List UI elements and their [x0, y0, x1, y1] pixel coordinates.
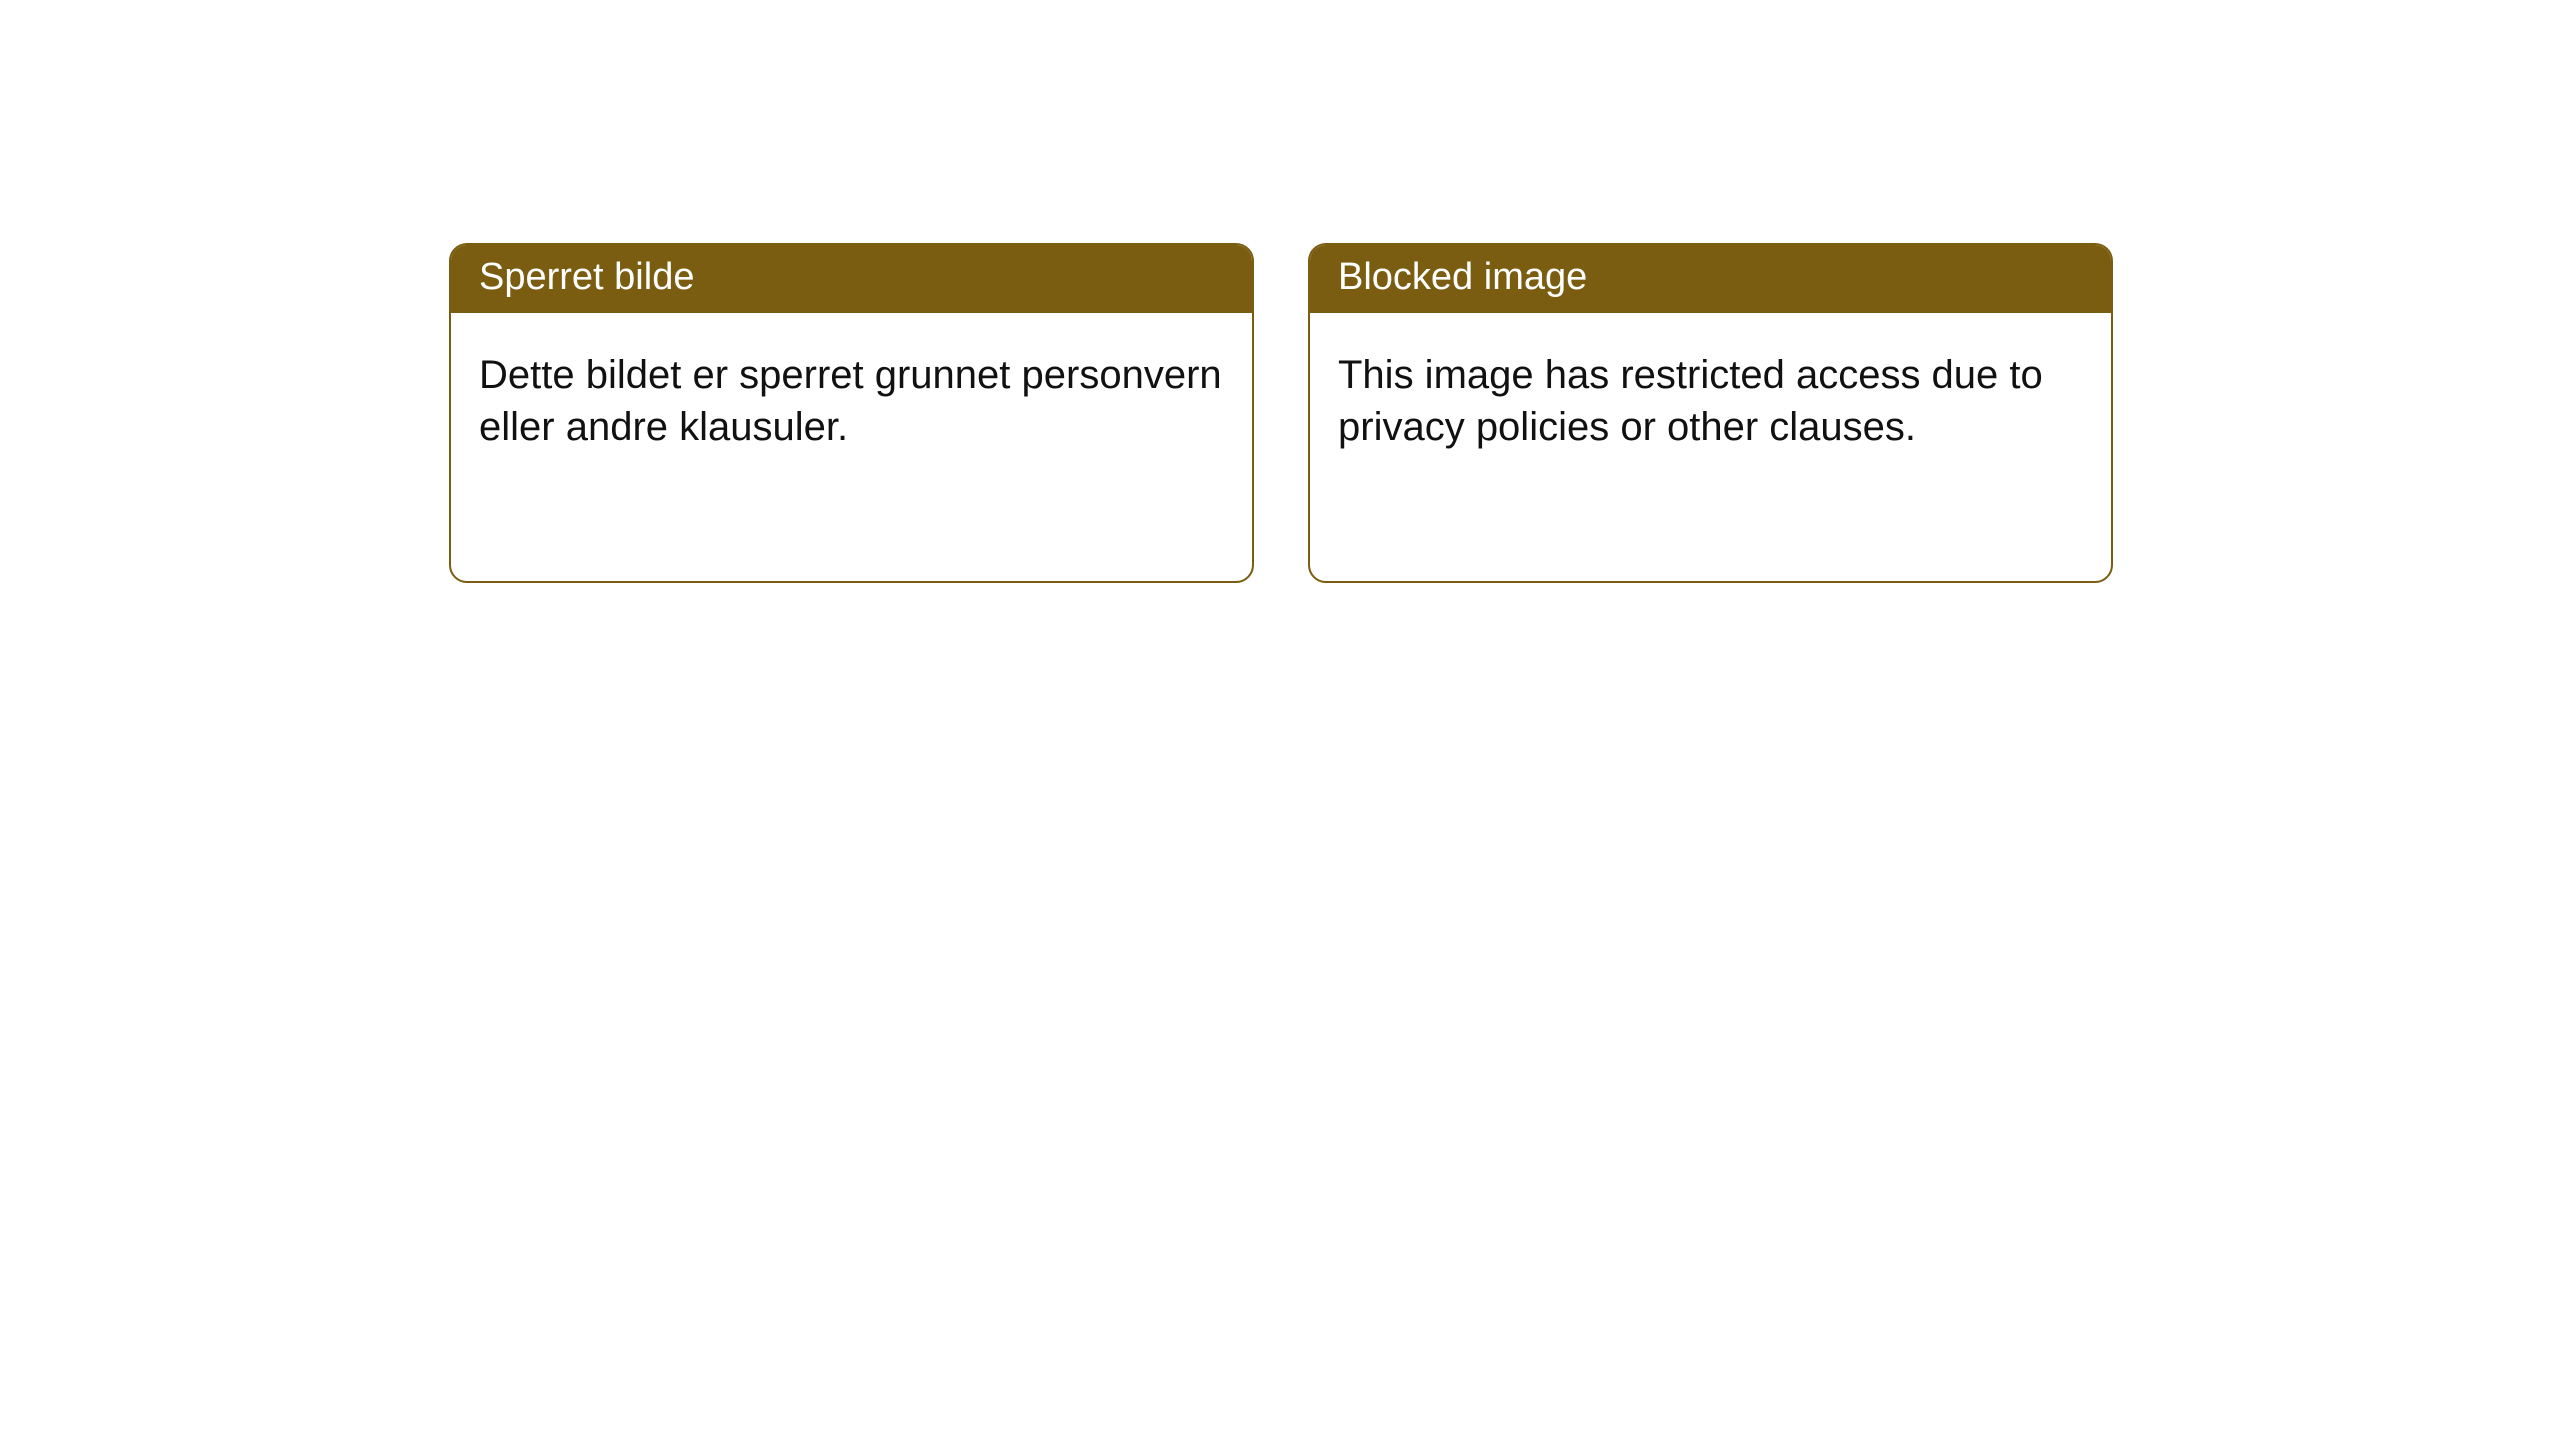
card-body-text: Dette bildet er sperret grunnet personve… [479, 349, 1224, 453]
notice-card-norwegian: Sperret bilde Dette bildet er sperret gr… [449, 243, 1254, 583]
card-body: Dette bildet er sperret grunnet personve… [451, 313, 1252, 581]
notice-cards-container: Sperret bilde Dette bildet er sperret gr… [449, 243, 2113, 583]
card-header-title: Sperret bilde [451, 245, 1252, 313]
card-header-title: Blocked image [1310, 245, 2111, 313]
card-body: This image has restricted access due to … [1310, 313, 2111, 581]
notice-card-english: Blocked image This image has restricted … [1308, 243, 2113, 583]
card-body-text: This image has restricted access due to … [1338, 349, 2083, 453]
